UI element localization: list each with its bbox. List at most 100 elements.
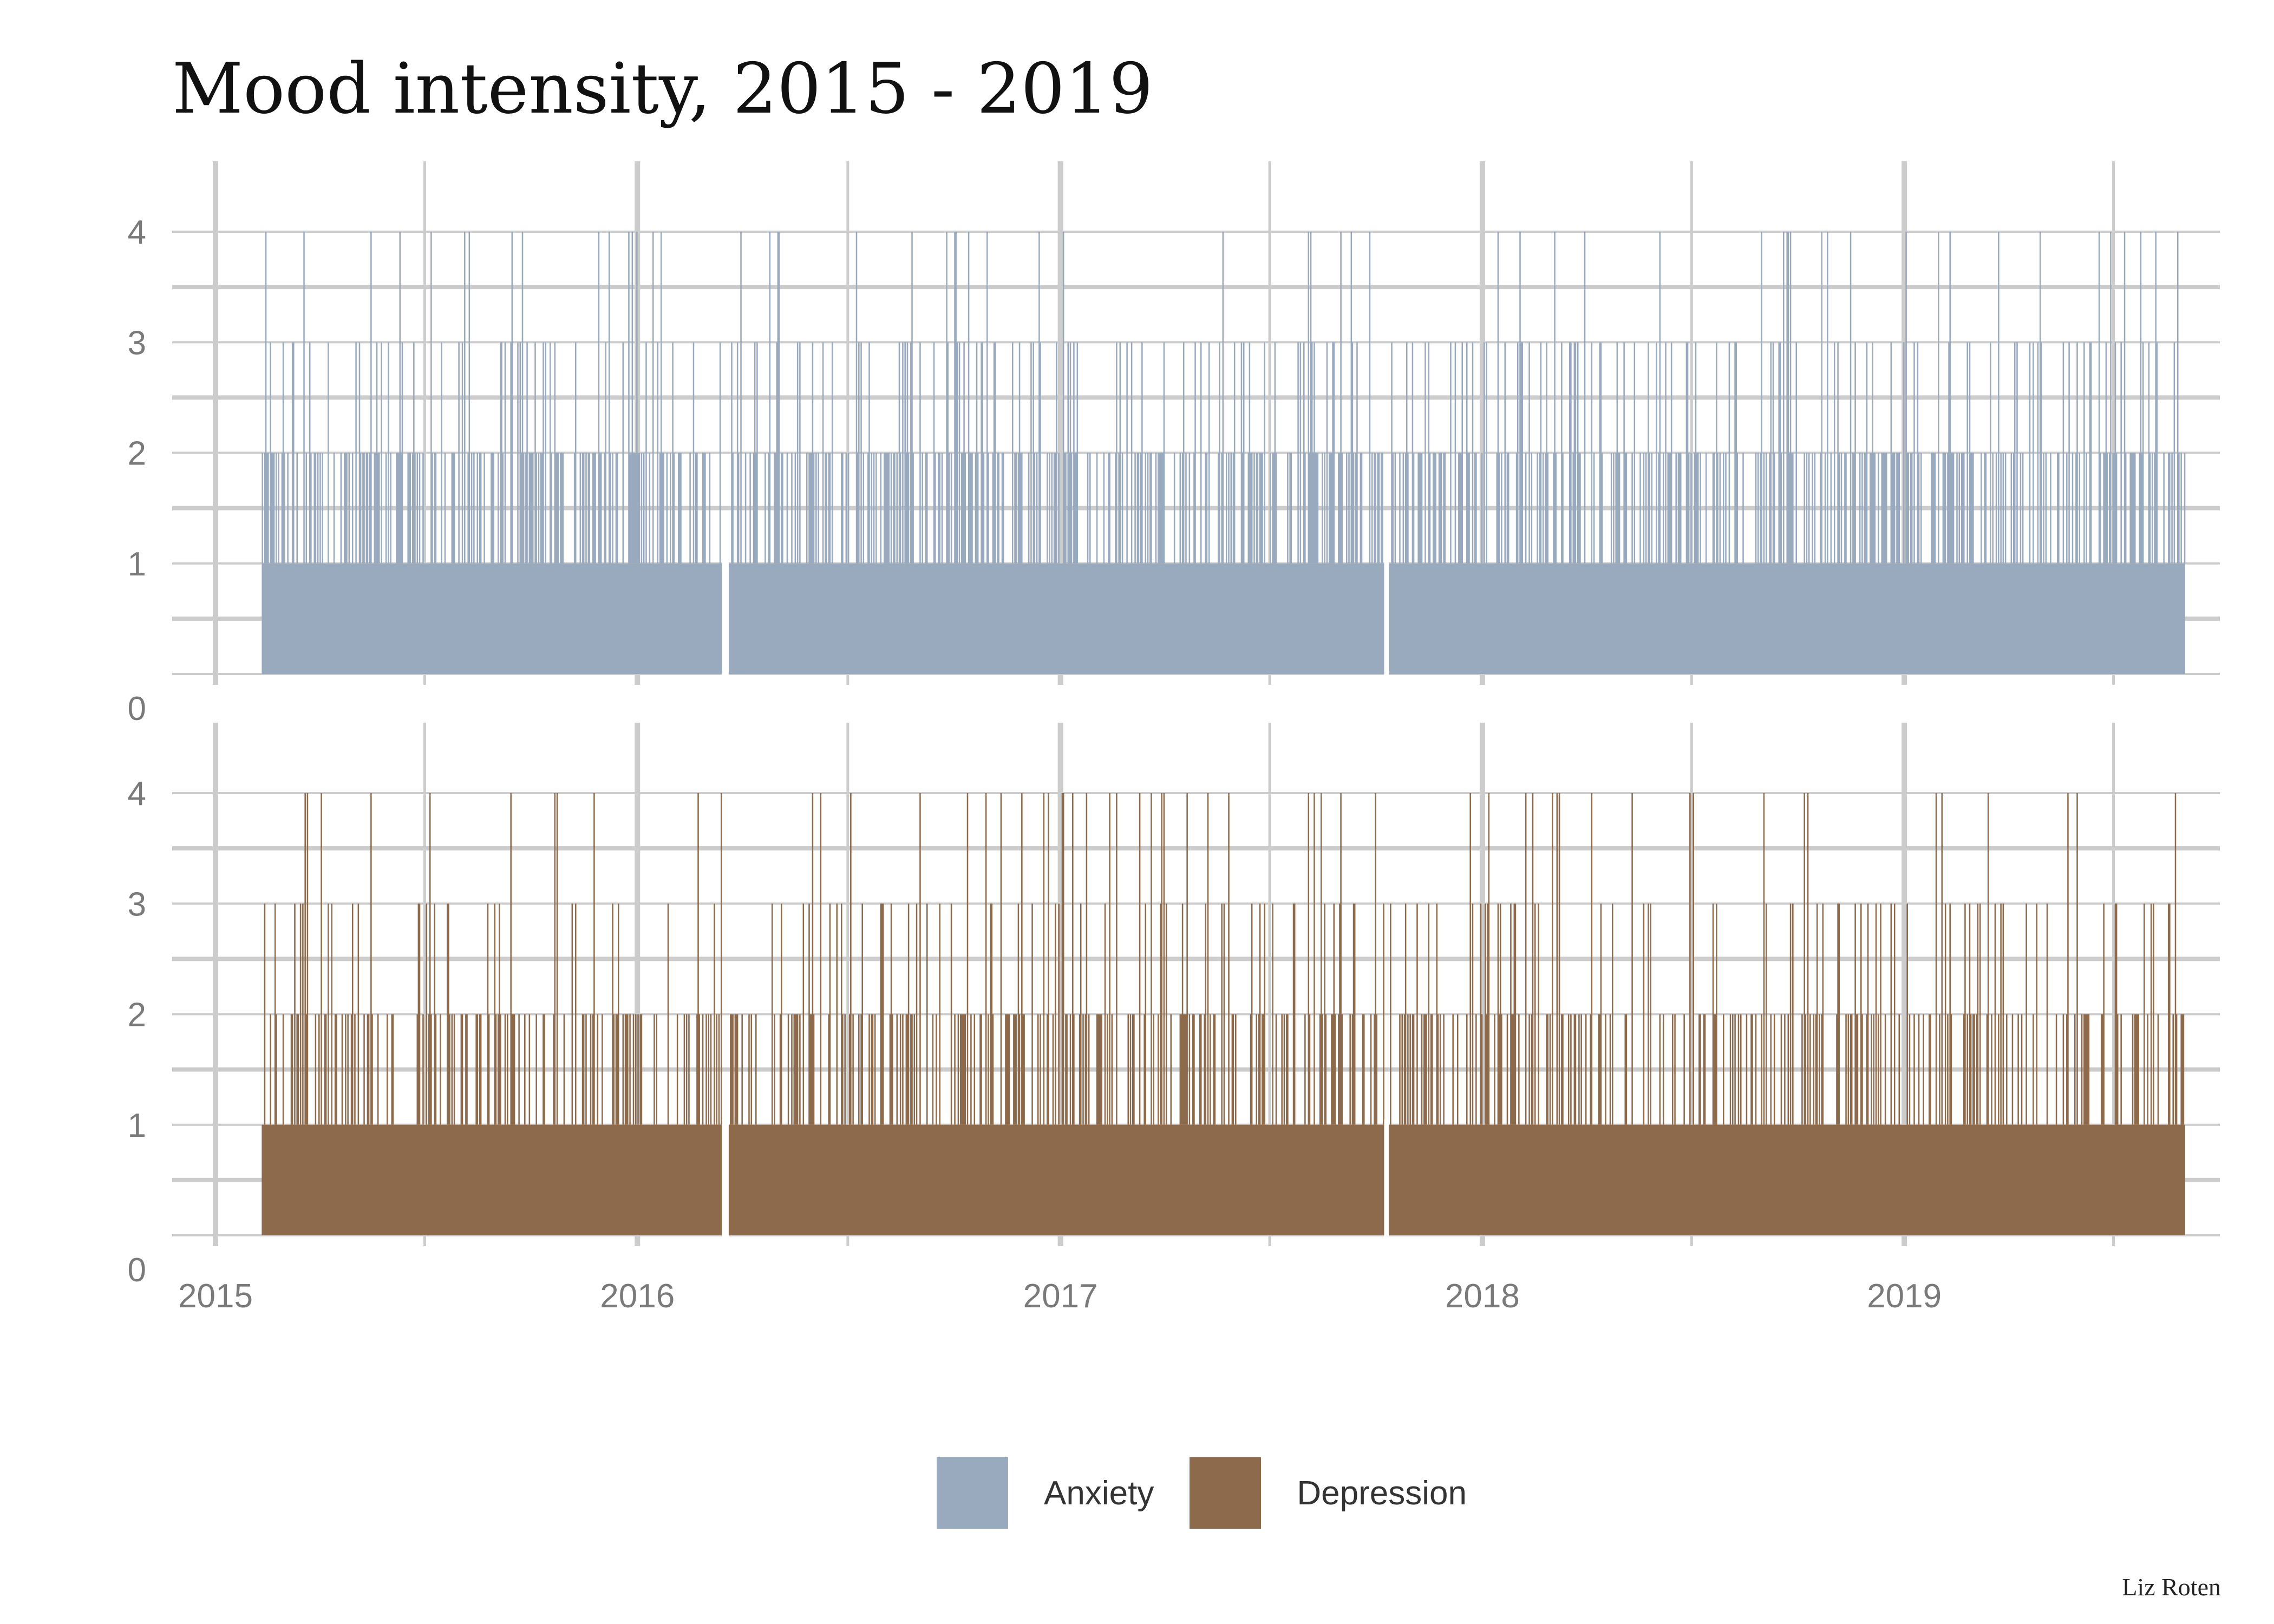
bar-day bbox=[1672, 1014, 1674, 1125]
bar-day bbox=[2112, 453, 2114, 564]
bar-day bbox=[1413, 453, 1415, 564]
bar-day bbox=[494, 903, 496, 1125]
bar-day bbox=[448, 903, 449, 1125]
bar-day bbox=[343, 453, 345, 564]
bar-day bbox=[1139, 793, 1141, 1125]
bar-day bbox=[704, 453, 706, 564]
bar-day bbox=[2089, 342, 2091, 564]
bar-day bbox=[1319, 1014, 1321, 1125]
bar-day bbox=[554, 793, 556, 1125]
bar-day bbox=[1322, 453, 1323, 564]
bar-day bbox=[309, 342, 311, 564]
bar-day bbox=[480, 453, 482, 564]
bar-day bbox=[1958, 453, 1961, 564]
bar-day bbox=[776, 342, 777, 564]
bar-day bbox=[613, 1014, 615, 1125]
bar-day bbox=[971, 453, 973, 564]
bar-day bbox=[262, 453, 263, 564]
bar-day bbox=[1836, 1014, 1838, 1125]
bar-day bbox=[315, 1014, 317, 1125]
bar-day bbox=[1192, 1014, 1194, 1125]
bar-day bbox=[891, 1014, 893, 1125]
bar-day bbox=[795, 1014, 798, 1125]
bar-day bbox=[692, 342, 695, 564]
bar-day bbox=[276, 1014, 277, 1125]
bar-day bbox=[1160, 453, 1161, 564]
bar-day bbox=[1228, 453, 1230, 564]
x-tick-label: 2018 bbox=[1445, 1278, 1520, 1315]
bar-day bbox=[610, 453, 611, 564]
bar-day bbox=[616, 453, 618, 564]
bar-day bbox=[1155, 453, 1157, 564]
bar-day bbox=[919, 342, 921, 564]
bar-day bbox=[629, 453, 631, 564]
bar-day bbox=[1028, 453, 1030, 564]
bar-day bbox=[884, 453, 885, 564]
bar-day bbox=[1931, 453, 1932, 564]
bar-day bbox=[731, 1014, 733, 1125]
bar-day bbox=[2134, 453, 2136, 564]
bar-day bbox=[845, 453, 847, 564]
bar-day bbox=[471, 453, 473, 564]
bar-day bbox=[794, 453, 796, 564]
bar-day bbox=[1256, 1014, 1257, 1125]
bar-day bbox=[806, 453, 808, 564]
bar-day bbox=[933, 342, 935, 564]
bar-day bbox=[1907, 453, 1910, 564]
bar-day bbox=[907, 903, 910, 1125]
bar-day bbox=[1845, 1014, 1847, 1125]
bar-day bbox=[1880, 903, 1881, 1125]
bar-day bbox=[1537, 453, 1538, 564]
bar-day bbox=[1662, 453, 1664, 564]
bar-day bbox=[902, 1014, 904, 1125]
bar-day bbox=[1399, 453, 1401, 564]
bar-day bbox=[302, 903, 304, 1125]
bar-day bbox=[893, 453, 894, 564]
bar-day bbox=[398, 453, 400, 564]
bar-day bbox=[430, 232, 432, 564]
bar-day bbox=[1162, 453, 1164, 564]
bar-day bbox=[1722, 453, 1724, 564]
bar-day bbox=[2163, 453, 2165, 564]
bar-day bbox=[1821, 1014, 1822, 1125]
bar-day bbox=[828, 1014, 830, 1125]
bar-day bbox=[1218, 453, 1219, 564]
bar-day bbox=[769, 232, 771, 564]
bar-day bbox=[2025, 903, 2027, 1125]
bar-day bbox=[1180, 1014, 1182, 1125]
bar-day bbox=[1830, 453, 1832, 564]
bar-day bbox=[1507, 453, 1510, 564]
y-tick-label: 3 bbox=[128, 886, 146, 923]
legend-swatch-depression bbox=[1190, 1457, 1262, 1529]
bar-day bbox=[1231, 1014, 1233, 1125]
bar-day bbox=[1840, 453, 1842, 564]
bar-day bbox=[2041, 342, 2042, 564]
bar-day bbox=[2180, 453, 2182, 564]
bar-day bbox=[744, 453, 747, 564]
bar-day bbox=[938, 453, 939, 564]
bar-day bbox=[663, 453, 664, 564]
bar-day bbox=[1381, 453, 1382, 564]
bar-day bbox=[1677, 453, 1680, 564]
bar-day bbox=[1005, 1014, 1007, 1125]
bar-day bbox=[1439, 453, 1441, 564]
bar-day bbox=[1334, 1014, 1336, 1125]
bar-day bbox=[2043, 453, 2044, 564]
bar-day bbox=[369, 453, 371, 564]
bar-day bbox=[1514, 903, 1517, 1125]
bar-day bbox=[991, 903, 993, 1125]
bar-day bbox=[1969, 342, 1971, 564]
bar-day bbox=[1545, 453, 1546, 564]
chart-title: Mood intensity, 2015 - 2019 bbox=[172, 49, 1153, 129]
bar-day bbox=[1561, 342, 1563, 564]
bar-day bbox=[2123, 232, 2126, 564]
bar-day bbox=[2153, 903, 2154, 1125]
bar-day bbox=[1287, 1014, 1289, 1125]
bar-day bbox=[1956, 453, 1958, 564]
bar-day bbox=[1950, 453, 1952, 564]
bar-day bbox=[1501, 453, 1502, 564]
bar-day bbox=[1126, 342, 1128, 564]
bar-day bbox=[1780, 1014, 1782, 1125]
bar-day bbox=[2120, 342, 2122, 564]
bar-day bbox=[1431, 1014, 1433, 1125]
